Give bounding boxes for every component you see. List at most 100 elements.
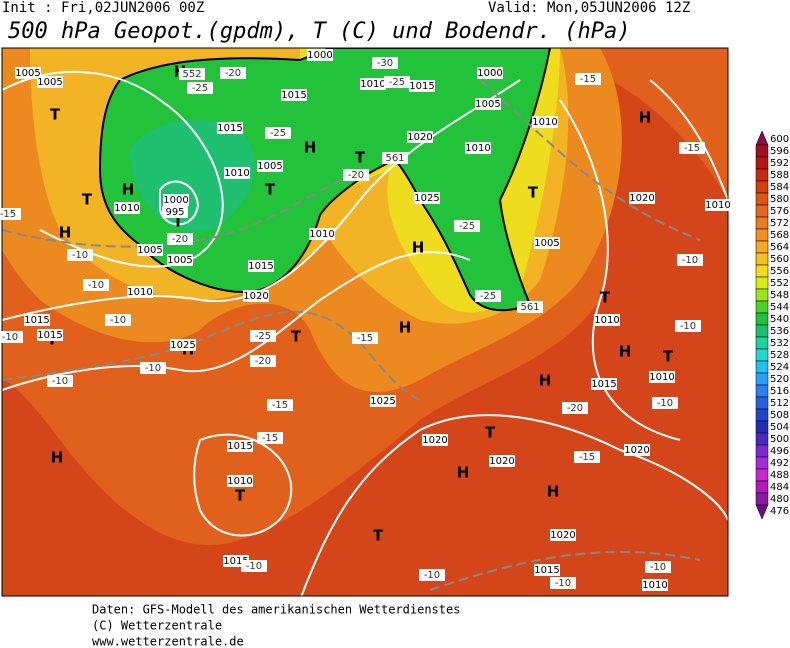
label-box [163, 194, 189, 206]
isotherm-label: -25 [459, 221, 475, 232]
valid: Valid: Mon,05JUN2006 12Z [488, 0, 690, 16]
isotherm-label: -10 [145, 363, 161, 374]
colorbar-cell [755, 264, 769, 278]
colorbar-cell [755, 480, 769, 494]
isobar-label: 1010 [642, 580, 667, 591]
colorbar-cell [755, 168, 769, 182]
label-box [67, 249, 93, 261]
colorbar-cell [755, 192, 769, 206]
label-box [352, 332, 378, 344]
isobar-label: 1010 [309, 229, 334, 240]
isotherm-label: -25 [389, 77, 405, 88]
label-box [384, 76, 410, 88]
colorbar-label: 552 [770, 278, 789, 289]
label-box [370, 395, 396, 407]
colorbar-label: 528 [770, 350, 789, 361]
label-box [532, 116, 558, 128]
isotherm-label: -15 [580, 74, 596, 85]
label-box [140, 362, 166, 374]
isobar-label: 1010 [705, 200, 730, 211]
colorbar-cell [755, 130, 769, 146]
isotherm-label: -25 [192, 83, 208, 94]
init: Init : Fri,02JUN2006 00Z [2, 0, 204, 16]
colorbar-cell [755, 456, 769, 470]
isotherm-label: -10 [555, 578, 571, 589]
colorbar-cell [755, 324, 769, 338]
pressure-center: H [639, 109, 652, 127]
label-box [382, 152, 408, 164]
colorbar-label: 540 [770, 314, 789, 325]
label-box [0, 208, 21, 220]
isobar-label: 1005 [167, 255, 192, 266]
isotherm-label: -15 [357, 333, 373, 344]
isobar-label: 995 [165, 207, 184, 218]
pressure-center: H [51, 449, 64, 467]
pressure-center: T [600, 289, 611, 307]
colorbar-label: 536 [770, 326, 789, 337]
colorbar-cell [755, 444, 769, 458]
label-box [250, 330, 276, 342]
isotherm-label: -15 [0, 209, 16, 220]
colorbar-label: 572 [770, 218, 789, 229]
label-box [422, 434, 448, 446]
colorbar-cell [755, 384, 769, 398]
colorbar-label: 592 [770, 158, 789, 169]
isotherm-label: -15 [684, 143, 700, 154]
isotherm-label: -15 [262, 433, 278, 444]
label-box [679, 142, 705, 154]
isobar-label: 1020 [550, 530, 575, 541]
isobar-label: 1010 [649, 372, 674, 383]
isobar-label: 1020 [624, 445, 649, 456]
colorbar-label: 516 [770, 386, 789, 397]
colorbar-cell [755, 348, 769, 362]
isotherm-label: 561 [520, 302, 539, 313]
colorbar-label: 500 [770, 434, 789, 445]
pressure-center: T [373, 527, 384, 545]
isobar-label: 1025 [170, 340, 195, 351]
label-box [645, 561, 671, 573]
colorbar-label: 600 [770, 134, 789, 145]
colorbar-label: 488 [770, 470, 789, 481]
label-box [250, 355, 276, 367]
map-frame [1, 47, 729, 597]
pressure-center: T [265, 181, 276, 199]
colorbar-cell [755, 204, 769, 218]
label-box [591, 378, 617, 390]
isobar-label: 1015 [534, 565, 559, 576]
label-box [0, 331, 23, 343]
label-box [562, 402, 588, 414]
colorbar-cell [755, 144, 769, 158]
isobar-label: 1015 [281, 90, 306, 101]
label-box [307, 49, 333, 61]
label-box [489, 455, 515, 467]
label-box [534, 564, 560, 576]
isobar-label: 1015 [409, 81, 434, 92]
isobar-label: 1015 [591, 379, 616, 390]
isotherm-label: -10 [72, 250, 88, 261]
label-box [114, 202, 140, 214]
colorbar-label: 544 [770, 302, 789, 313]
label-box [675, 320, 701, 332]
label-box [170, 339, 196, 351]
label-box [652, 397, 678, 409]
label-box [629, 192, 655, 204]
label-box [309, 228, 335, 240]
colorbar-label: 564 [770, 242, 789, 253]
isobar-label: 1000 [477, 68, 502, 79]
isotherm-label: -15 [579, 452, 595, 463]
isobar-label: 1020 [489, 456, 514, 467]
isotherm-label: -25 [480, 291, 496, 302]
colorbar-label: 532 [770, 338, 789, 349]
label-box [127, 286, 153, 298]
label-box [372, 57, 398, 69]
isotherm-label: -10 [650, 562, 666, 573]
pressure-center: T [663, 348, 674, 366]
pressure-center: T [173, 213, 184, 231]
label-box [624, 444, 650, 456]
label-box [550, 577, 576, 589]
label-box [220, 67, 246, 79]
label-box [217, 122, 243, 134]
label-box [550, 529, 576, 541]
colorbar-cell [755, 468, 769, 482]
label-box [465, 142, 491, 154]
